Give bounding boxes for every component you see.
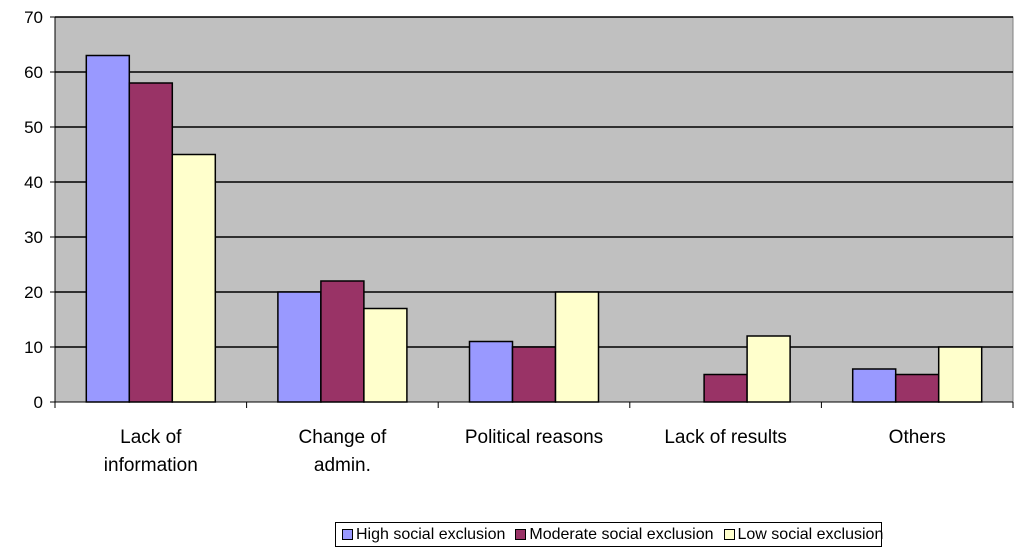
bars bbox=[85, 54, 983, 403]
y-tick-label: 40 bbox=[24, 173, 43, 192]
y-tick-label: 70 bbox=[24, 8, 43, 27]
bar bbox=[511, 346, 557, 403]
bar bbox=[320, 280, 365, 403]
legend-item-low: Low social exclusion bbox=[723, 525, 884, 544]
legend-item-moderate: Moderate social exclusion bbox=[515, 525, 714, 544]
x-tick-label: Change of bbox=[299, 427, 387, 448]
bar bbox=[703, 373, 748, 403]
y-tick-label: 50 bbox=[24, 118, 43, 137]
x-tick-label: Lack of results bbox=[664, 427, 787, 448]
bar bbox=[554, 291, 600, 403]
legend-swatch-high bbox=[342, 529, 353, 540]
legend-label-high: High social exclusion bbox=[356, 525, 506, 543]
bar bbox=[937, 346, 983, 403]
x-tick-label: information bbox=[104, 455, 198, 476]
bar bbox=[746, 335, 791, 403]
x-tick-label: Political reasons bbox=[465, 427, 603, 448]
y-tick-label: 10 bbox=[24, 338, 43, 357]
bar bbox=[277, 291, 322, 403]
y-axis-tick-labels: 0 10 20 30 40 50 60 70 bbox=[24, 8, 43, 412]
x-tick-label: Lack of bbox=[120, 427, 182, 448]
x-axis-category-labels: Lack of information Change of admin. Politic… bbox=[104, 427, 946, 476]
bar bbox=[363, 307, 408, 403]
axes bbox=[50, 16, 1014, 408]
legend-swatch-low bbox=[723, 529, 735, 540]
y-tick-label: 60 bbox=[24, 63, 43, 82]
legend-swatch-moderate bbox=[515, 529, 527, 540]
x-tick-label: admin. bbox=[314, 455, 371, 476]
y-tick-label: 20 bbox=[24, 283, 43, 302]
bar bbox=[171, 153, 217, 403]
bar bbox=[128, 82, 174, 403]
y-tick-label: 0 bbox=[34, 393, 43, 412]
legend: High social exclusion Moderate social ex… bbox=[335, 522, 884, 547]
bar bbox=[851, 368, 897, 403]
bar bbox=[85, 54, 131, 403]
legend-label-low: Low social exclusion bbox=[737, 525, 884, 543]
legend-label-moderate: Moderate social exclusion bbox=[529, 525, 714, 543]
bar bbox=[468, 340, 514, 403]
x-tick-label: Others bbox=[889, 427, 946, 448]
bar bbox=[894, 373, 940, 403]
y-tick-label: 30 bbox=[24, 228, 43, 247]
legend-item-high: High social exclusion bbox=[342, 526, 505, 544]
